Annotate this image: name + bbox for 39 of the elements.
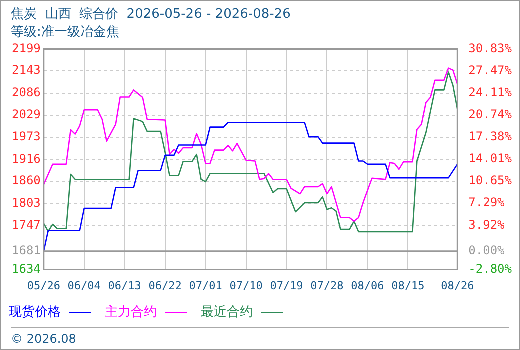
y-tick-label: 1747 [12, 218, 41, 232]
x-tick-label: 07/10 [230, 279, 263, 292]
y-tick-label: 1916 [12, 152, 41, 166]
x-tick-label: 06/04 [68, 279, 102, 292]
y-tick-label: 1634 [12, 262, 41, 276]
legend-label: 现货价格 [9, 305, 61, 320]
y2-tick-label: 14.01% [468, 152, 513, 166]
legend-label: 最近合约 [201, 305, 253, 320]
y-tick-label: 1681 [12, 244, 41, 258]
chart-title: 焦炭 山西 综合价 2026-05-26 - 2026-08-26 [11, 6, 291, 23]
y2-tick-label: 30.83% [468, 41, 513, 56]
x-tick-label: 05/26 [27, 279, 60, 292]
x-tick-label: 08/06 [351, 279, 384, 292]
x-tick-label: 06/13 [108, 279, 142, 292]
y-tick-label: 2143 [12, 63, 41, 78]
legend-label: 主力合约 [105, 305, 157, 320]
text: © 2026.08 [11, 327, 509, 346]
x-tick-label: 07/28 [310, 279, 344, 292]
y2-tick-label: 7.29% [468, 196, 506, 210]
y2-tick-label: 10.65% [468, 174, 513, 188]
y-tick-label: 1803 [12, 196, 41, 210]
y-tick-label: 2029 [12, 108, 41, 122]
y2-tick-label: -2.80% [468, 262, 513, 276]
y-tick-label: 1973 [12, 130, 41, 144]
x-tick-label: 07/01 [189, 279, 222, 292]
y-tick-label: 1860 [12, 174, 41, 188]
y-tick-label: 2199 [12, 41, 41, 56]
x-tick-label: 07/19 [270, 279, 304, 292]
y2-tick-label: 20.74% [468, 108, 513, 122]
y-tick-label: 2086 [12, 85, 41, 100]
y2-tick-label: 0.00% [468, 244, 506, 258]
x-tick-label: 08/26 [441, 279, 474, 292]
x-tick-label: 06/22 [148, 279, 182, 292]
y2-tick-label: 3.92% [468, 218, 506, 232]
x-tick-label: 08/15 [392, 279, 425, 292]
chart-subtitle: 等级:准一级冶金焦 [11, 24, 120, 41]
y2-tick-label: 24.11% [468, 85, 513, 100]
y2-tick-label: 17.38% [468, 130, 513, 144]
y2-tick-label: 27.47% [468, 63, 513, 78]
